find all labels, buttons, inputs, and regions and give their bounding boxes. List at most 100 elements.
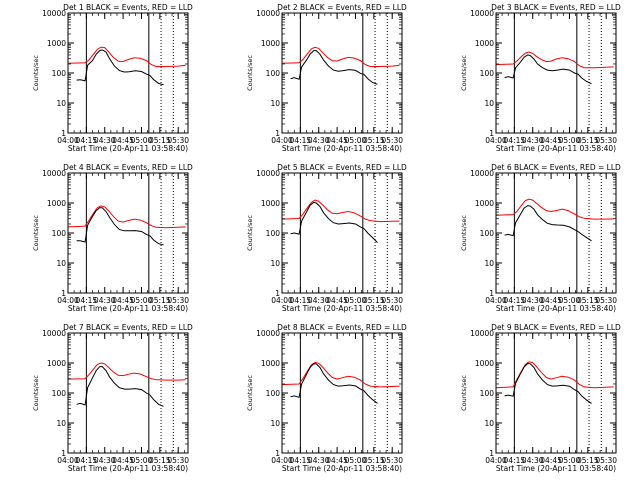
y-axis-title: Counts/sec xyxy=(246,375,254,411)
y-axis-title: Counts/sec xyxy=(32,215,40,251)
x-tick-label: 05:00 xyxy=(559,456,581,465)
x-tick-label: 05:15 xyxy=(577,296,599,305)
y-tick-label: 100 xyxy=(266,389,281,398)
x-tick-label: 04:45 xyxy=(326,136,348,145)
y-tick-label: 10 xyxy=(484,99,494,108)
x-axis-title: Start Time (20-Apr-11 03:58:40) xyxy=(496,464,616,473)
y-tick-label: 1 xyxy=(275,129,280,138)
panel-title: Det 4 BLACK = Events, RED = LLD xyxy=(63,163,193,172)
x-tick-label: 04:00 xyxy=(485,136,507,145)
y-tick-label: 10000 xyxy=(470,9,494,18)
series-lld-line xyxy=(281,361,400,388)
y-axis-title: Counts/sec xyxy=(246,215,254,251)
y-tick-label: 1 xyxy=(275,289,280,298)
x-tick-label: 04:45 xyxy=(112,456,134,465)
series-lld-line xyxy=(281,199,400,223)
x-tick-label: 04:45 xyxy=(112,136,134,145)
x-tick-label: 05:30 xyxy=(595,136,617,145)
y-tick-label: 1000 xyxy=(47,39,66,48)
y-tick-label: 1 xyxy=(489,449,494,458)
x-tick-label: 05:00 xyxy=(131,296,153,305)
series-events-line xyxy=(76,366,164,407)
y-tick-label: 10 xyxy=(484,419,494,428)
y-tick-label: 10 xyxy=(270,99,280,108)
y-tick-label: 10000 xyxy=(42,9,66,18)
series-lld-line xyxy=(67,205,186,229)
x-tick-label: 04:15 xyxy=(76,296,98,305)
x-axis-title: Start Time (20-Apr-11 03:58:40) xyxy=(496,304,616,313)
y-tick-label: 1000 xyxy=(261,39,280,48)
x-tick-label: 04:15 xyxy=(76,456,98,465)
panel-title: Det 3 BLACK = Events, RED = LLD xyxy=(491,3,621,12)
x-tick-label: 05:15 xyxy=(363,296,385,305)
series-events-line xyxy=(290,201,378,243)
panel-det-7: 1 10 100 1000 10000 04:0004:1504:3004:4505:00… xyxy=(32,323,193,473)
y-tick-label: 100 xyxy=(52,69,67,78)
series-lld-line xyxy=(67,46,186,67)
panel-title: Det 5 BLACK = Events, RED = LLD xyxy=(277,163,407,172)
x-tick-label: 04:45 xyxy=(326,456,348,465)
x-tick-label: 04:30 xyxy=(522,456,544,465)
x-tick-label: 04:00 xyxy=(57,296,79,305)
panel-title: Det 7 BLACK = Events, RED = LLD xyxy=(63,323,193,332)
x-tick-label: 05:30 xyxy=(595,456,617,465)
y-tick-label: 1 xyxy=(489,289,494,298)
series-events-line xyxy=(504,205,592,242)
x-tick-label: 04:30 xyxy=(308,296,330,305)
x-tick-label: 04:00 xyxy=(57,136,79,145)
series-events-line xyxy=(290,363,378,404)
y-tick-label: 10 xyxy=(56,419,66,428)
y-tick-label: 10000 xyxy=(42,169,66,178)
x-tick-label: 05:00 xyxy=(345,296,367,305)
y-axis-title: Counts/sec xyxy=(460,55,468,91)
x-tick-label: 05:00 xyxy=(131,456,153,465)
x-tick-label: 04:00 xyxy=(271,296,293,305)
x-tick-label: 05:30 xyxy=(381,136,403,145)
x-tick-label: 04:15 xyxy=(290,296,312,305)
panel-title: Det 6 BLACK = Events, RED = LLD xyxy=(491,163,621,172)
series-events-line xyxy=(76,49,164,86)
y-tick-label: 1000 xyxy=(475,199,494,208)
y-tick-label: 10000 xyxy=(470,169,494,178)
x-tick-label: 04:00 xyxy=(485,296,507,305)
x-axis-title: Start Time (20-Apr-11 03:58:40) xyxy=(68,304,188,313)
y-tick-label: 100 xyxy=(52,389,67,398)
x-tick-label: 05:30 xyxy=(595,296,617,305)
panel-det-5: 1 10 100 1000 10000 04:0004:1504:3004:4505:00… xyxy=(246,163,407,313)
y-tick-label: 10 xyxy=(484,259,494,268)
series-lld-line xyxy=(281,46,400,67)
x-tick-label: 04:30 xyxy=(308,136,330,145)
panel-title: Det 8 BLACK = Events, RED = LLD xyxy=(277,323,407,332)
x-tick-label: 05:15 xyxy=(149,296,171,305)
x-tick-label: 05:15 xyxy=(577,456,599,465)
x-tick-label: 04:15 xyxy=(76,136,98,145)
series-lld-line xyxy=(495,51,614,69)
y-tick-label: 10 xyxy=(56,99,66,108)
x-tick-label: 05:00 xyxy=(345,456,367,465)
y-axis-title: Counts/sec xyxy=(32,55,40,91)
series-events-line xyxy=(504,362,592,404)
y-tick-label: 10 xyxy=(270,419,280,428)
x-tick-label: 05:15 xyxy=(363,136,385,145)
y-tick-label: 10000 xyxy=(256,329,280,338)
panel-title: Det 1 BLACK = Events, RED = LLD xyxy=(63,3,193,12)
x-tick-label: 04:45 xyxy=(540,456,562,465)
x-tick-label: 04:45 xyxy=(540,136,562,145)
x-tick-label: 04:00 xyxy=(485,456,507,465)
y-tick-label: 1000 xyxy=(47,199,66,208)
x-tick-label: 05:15 xyxy=(363,456,385,465)
x-tick-label: 05:30 xyxy=(167,136,189,145)
x-axis-title: Start Time (20-Apr-11 03:58:40) xyxy=(496,144,616,153)
y-tick-label: 1 xyxy=(61,129,66,138)
y-tick-label: 100 xyxy=(266,69,281,78)
series-lld-line xyxy=(495,361,614,389)
y-axis-title: Counts/sec xyxy=(32,375,40,411)
x-tick-label: 04:30 xyxy=(522,136,544,145)
x-tick-label: 04:30 xyxy=(522,296,544,305)
y-tick-label: 1 xyxy=(61,289,66,298)
x-tick-label: 04:45 xyxy=(326,296,348,305)
x-tick-label: 04:30 xyxy=(308,456,330,465)
x-tick-label: 05:00 xyxy=(559,296,581,305)
series-events-line xyxy=(76,207,164,246)
series-events-line xyxy=(504,54,592,85)
